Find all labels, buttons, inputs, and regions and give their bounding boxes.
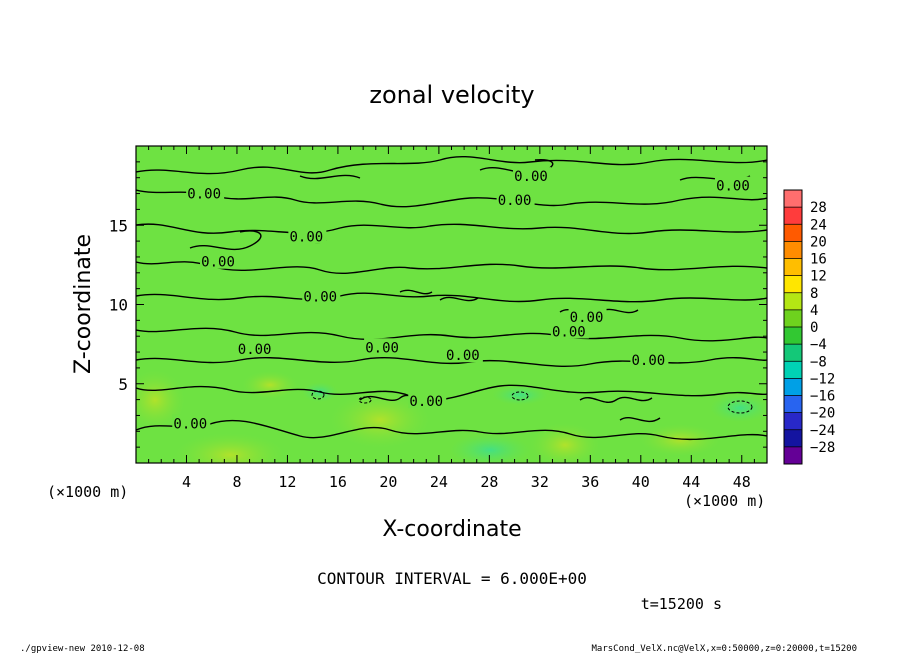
x-tick-label: 32 xyxy=(531,473,549,491)
contour-label-bg xyxy=(568,308,607,325)
plot-area xyxy=(136,146,767,463)
negative-contours xyxy=(311,390,753,414)
contour-label-bg xyxy=(172,414,211,431)
colorbar-label: −28 xyxy=(810,440,835,456)
colorbar-swatch xyxy=(784,412,802,431)
contour-label: 0.00 xyxy=(552,324,586,340)
x-unit-label-left: (×1000 m) xyxy=(47,483,128,501)
colorbar-label: −16 xyxy=(810,389,835,405)
colorbar-swatch xyxy=(784,224,802,242)
contour-label-bg xyxy=(236,339,275,356)
colorbar-swatch xyxy=(784,241,802,259)
contour-label-bg xyxy=(630,350,669,367)
colorbar-swatch xyxy=(784,344,802,362)
x-unit-label-right: (×1000 m) xyxy=(684,492,765,510)
colorbar-swatch xyxy=(784,378,802,396)
chart-title: zonal velocity xyxy=(369,81,534,109)
x-tick-label: 4 xyxy=(182,473,191,491)
contour-label: 0.00 xyxy=(409,394,443,410)
contour-label-bg xyxy=(302,287,341,304)
x-tick-label: 36 xyxy=(581,473,599,491)
contour-interval-text: CONTOUR INTERVAL = 6.000E+00 xyxy=(317,569,587,588)
colorbar-swatch xyxy=(784,190,802,208)
colorbar-label: −8 xyxy=(810,354,827,370)
colorbar-swatch xyxy=(784,309,802,328)
colorbar-swatch xyxy=(784,429,802,448)
contour-label: 0.00 xyxy=(716,179,750,195)
colorbar-swatch xyxy=(784,361,802,379)
x-tick-label: 24 xyxy=(430,473,448,491)
colorbar-swatch xyxy=(784,446,802,465)
colorbar-label: 28 xyxy=(810,200,827,216)
colorbar-label: 4 xyxy=(810,303,818,319)
colorbar-label: 0 xyxy=(810,320,818,336)
contour-label-bg xyxy=(288,227,327,244)
colorbar-swatch xyxy=(784,207,802,225)
contour-label: 0.00 xyxy=(514,169,548,185)
colorbar-label: 12 xyxy=(810,269,827,285)
x-tick-label: 12 xyxy=(278,473,296,491)
contour-label-bg xyxy=(496,190,535,207)
x-tick-label: 44 xyxy=(682,473,700,491)
colorbar-swatch xyxy=(784,258,802,276)
contour-label: 0.00 xyxy=(446,348,480,364)
contour-label-bg xyxy=(714,176,753,193)
contour-label: 0.00 xyxy=(303,290,337,306)
contour-label-bg xyxy=(200,252,239,269)
colorbar-label: 16 xyxy=(810,252,827,268)
contour-label: 0.00 xyxy=(201,255,235,271)
contour-label-bg xyxy=(550,322,589,339)
colorbar-swatch xyxy=(784,395,802,413)
contour-label: 0.00 xyxy=(187,187,221,203)
contour-label-bg xyxy=(444,346,483,363)
x-tick-label: 8 xyxy=(232,473,241,491)
y-axis-title: Z-coordinate xyxy=(71,234,96,374)
colorbar-label: 8 xyxy=(810,286,818,302)
contour-label: 0.00 xyxy=(238,342,272,358)
contour-label: 0.00 xyxy=(498,193,532,209)
colorbar-swatch xyxy=(784,292,802,311)
contour-label: 0.00 xyxy=(632,353,666,369)
colorbar-label: 20 xyxy=(810,234,827,250)
x-tick-label: 28 xyxy=(480,473,498,491)
contour-label-bg xyxy=(186,184,225,201)
time-text: t=15200 s xyxy=(641,595,722,613)
contour-label: 0.00 xyxy=(570,310,604,326)
colorbar-label: −4 xyxy=(810,337,827,353)
y-axis: 5 10 15 xyxy=(109,161,767,448)
y-tick-label: 15 xyxy=(109,216,128,235)
x-tick-label: 40 xyxy=(632,473,650,491)
y-tick-label: 10 xyxy=(109,296,128,315)
x-tick-label: 16 xyxy=(329,473,347,491)
x-tick-label: 20 xyxy=(379,473,397,491)
colorbar-label: −12 xyxy=(810,371,835,387)
contour-label-bg xyxy=(364,338,403,355)
y-tick-label: 5 xyxy=(118,375,128,394)
footer-left: ./gpview-new 2010-12-08 xyxy=(20,644,145,654)
contour-label-bg xyxy=(513,167,552,184)
colorbar-swatch xyxy=(784,327,802,345)
contour-label-bg xyxy=(408,392,447,409)
contour-label-group: 0.000.000.000.000.000.000.000.00 0.000.00… xyxy=(172,167,753,432)
colorbar-swatch xyxy=(784,275,802,294)
contour-label: 0.00 xyxy=(290,229,324,245)
footer-right: MarsCond_VelX.nc@VelX,x=0:50000,z=0:2000… xyxy=(591,644,857,654)
colorbar-label: −24 xyxy=(810,423,835,439)
x-axis: 4 8 12 16 20 24 28 32 36 40 44 48 xyxy=(148,146,755,491)
x-tick-label: 48 xyxy=(733,473,751,491)
colorbar-label: −20 xyxy=(810,406,835,422)
x-axis-title: X-coordinate xyxy=(382,517,521,542)
contour-label: 0.00 xyxy=(173,416,207,432)
contour-label: 0.00 xyxy=(365,340,399,356)
shading-field: 0.000.000.000.000.000.000.000.00 0.000.00… xyxy=(136,156,767,463)
colorbar-label: 24 xyxy=(810,217,827,233)
